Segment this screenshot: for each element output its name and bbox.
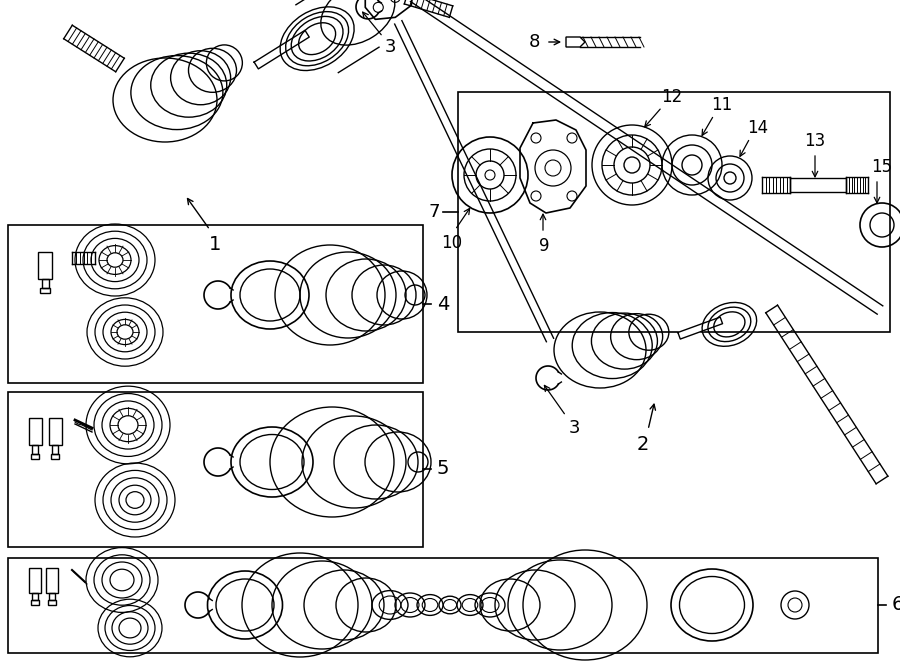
Text: 14: 14 [747, 119, 769, 137]
Bar [32, 446, 38, 453]
Polygon shape [254, 30, 310, 69]
Bar [29, 568, 41, 593]
Text: 5: 5 [436, 459, 449, 479]
Bar [52, 446, 58, 453]
Text: 13: 13 [805, 132, 825, 150]
Bar [31, 453, 40, 459]
Bar [49, 593, 55, 600]
Bar [8, 225, 423, 383]
Bar [38, 252, 52, 280]
Text: 11: 11 [711, 96, 733, 114]
Text: 3: 3 [568, 419, 580, 437]
Text: 4: 4 [436, 295, 449, 313]
Text: 9: 9 [539, 237, 549, 255]
Text: 3: 3 [384, 38, 396, 56]
Bar [29, 418, 41, 446]
Bar [46, 568, 58, 593]
Bar [48, 600, 56, 605]
Text: 15: 15 [871, 158, 893, 176]
Text: 10: 10 [441, 234, 463, 252]
Bar [458, 92, 890, 332]
Text: 6: 6 [892, 596, 900, 615]
Bar [8, 558, 878, 653]
Text: 12: 12 [662, 88, 682, 106]
Bar [8, 392, 423, 547]
Text: 1: 1 [209, 235, 221, 254]
Bar [49, 418, 61, 446]
Bar [41, 280, 49, 288]
Text: 2: 2 [637, 436, 649, 455]
Bar [40, 288, 50, 293]
Bar [31, 600, 39, 605]
Polygon shape [790, 178, 846, 192]
Text: 8: 8 [528, 33, 540, 51]
Text: 7: 7 [428, 203, 440, 221]
Polygon shape [678, 317, 723, 339]
Bar [50, 453, 59, 459]
Bar [32, 593, 38, 600]
FancyArrow shape [566, 37, 585, 47]
